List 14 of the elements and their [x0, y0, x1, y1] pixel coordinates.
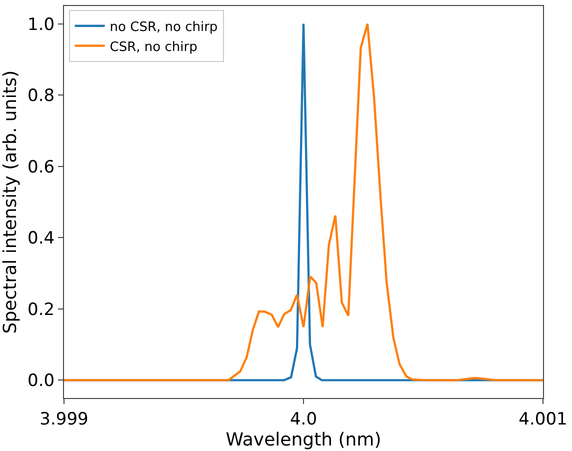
- y-tick-label: 1.0: [28, 14, 55, 35]
- y-tick-label: 0.8: [28, 86, 55, 106]
- legend-label: no CSR, no chirp: [110, 20, 218, 35]
- x-tick-label: 4.0: [290, 409, 318, 430]
- y-axis-title: Spectral intensity (arb. units): [0, 70, 21, 334]
- y-tick-label: 0.4: [28, 228, 55, 249]
- x-axis-title: Wavelength (nm): [226, 430, 382, 450]
- y-tick-label: 0.6: [28, 157, 55, 178]
- legend-label: CSR, no chirp: [110, 40, 198, 55]
- y-tick-label: 0.2: [28, 300, 55, 320]
- line-series: [64, 22, 543, 382]
- x-tick-label: 4.001: [518, 409, 568, 430]
- y-tick-label: 0.0: [28, 371, 55, 392]
- x-tick-label: 3.999: [40, 409, 88, 430]
